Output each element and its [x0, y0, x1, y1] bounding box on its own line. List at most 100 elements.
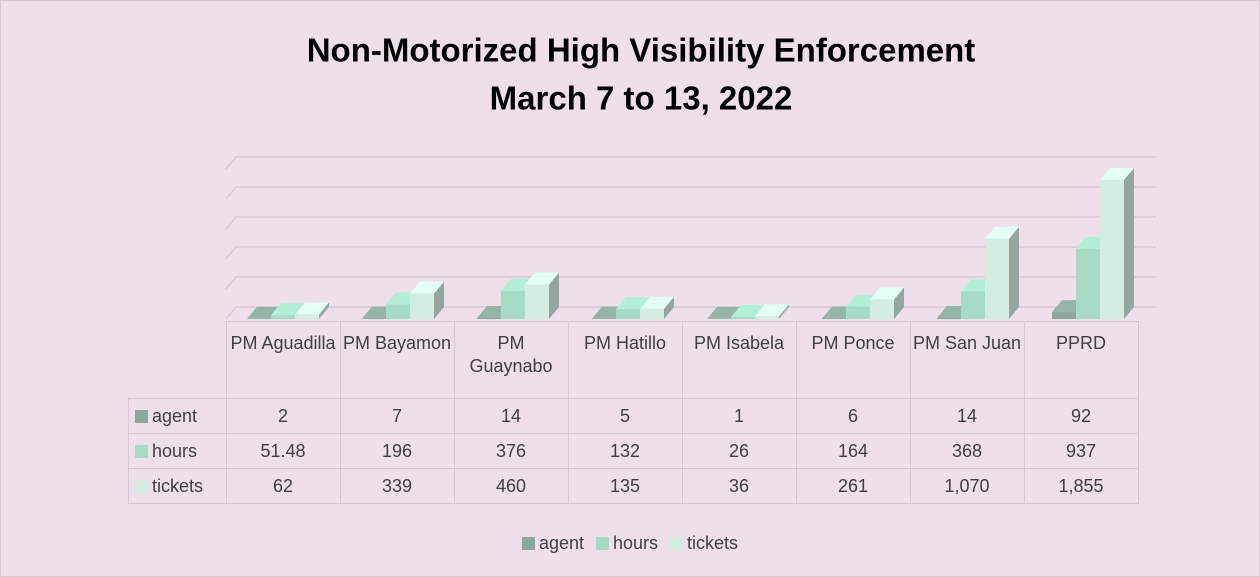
table-cell: 2: [225, 398, 341, 434]
bar: [501, 290, 525, 319]
table-cell: 51.48: [225, 433, 341, 469]
table-cell: 6: [795, 398, 911, 434]
legend-item: agent: [521, 533, 584, 553]
table-cell: 14: [909, 398, 1025, 434]
bar: [640, 308, 664, 319]
bar-side: [434, 281, 444, 319]
bar-top: [755, 304, 789, 317]
bar-top: [985, 226, 1019, 239]
category-label: PM Hatillo: [567, 321, 683, 399]
bar-side: [894, 287, 904, 319]
bar-side: [779, 304, 789, 319]
bar: [1076, 248, 1100, 319]
bar-top: [731, 305, 765, 318]
legend-label: agent: [538, 533, 584, 553]
table-cell: 196: [339, 433, 455, 469]
legend-swatch: [135, 409, 148, 423]
legend-swatch: [596, 537, 609, 550]
table-cell: 339: [339, 468, 455, 504]
legend-swatch: [670, 537, 684, 550]
table-cell: 5: [567, 398, 683, 434]
grid-line: [225, 156, 1156, 170]
bar-top: [295, 302, 329, 315]
bar: [525, 284, 549, 319]
bar-side: [319, 302, 329, 319]
bar-side: [1009, 226, 1019, 319]
legend-swatch: [135, 479, 148, 493]
row-key: tickets: [128, 468, 227, 504]
table-cell: 132: [567, 433, 683, 469]
bar: [410, 293, 434, 319]
category-label: PPRD: [1023, 321, 1139, 399]
row-label: hours: [152, 440, 198, 461]
bar: [1052, 312, 1076, 319]
bar: [870, 299, 894, 319]
table-cell: 26: [681, 433, 797, 469]
category-label: PM San Juan: [909, 321, 1025, 399]
grid-line: [225, 186, 1156, 200]
table-cell: 164: [795, 433, 911, 469]
table-cell: 62: [225, 468, 341, 504]
bar-side: [1124, 167, 1134, 319]
bar: [616, 309, 640, 319]
bar: [731, 317, 755, 319]
legend-label: hours: [613, 533, 659, 553]
table-corner: [129, 322, 227, 399]
row-key: agent: [128, 398, 227, 434]
bar-top: [640, 296, 674, 309]
chart-title: Non-Motorized High Visibility Enforcemen…: [307, 32, 976, 69]
legend: agent hours tickets: [1, 533, 1259, 554]
table-row: tickets 62 339 460 135 36 261 1,070 1,855: [128, 468, 1139, 504]
bar: [362, 318, 386, 319]
bar: [961, 291, 985, 319]
category-label: PM Ponce: [795, 321, 911, 399]
table-cell: 36: [681, 468, 797, 504]
table-cell: 7: [339, 398, 455, 434]
bar-top: [1100, 167, 1134, 180]
table-cell: 92: [1023, 398, 1139, 434]
table-cell: 937: [1023, 433, 1139, 469]
category-label: PM Guaynabo: [453, 321, 569, 399]
bar: [271, 315, 295, 319]
table-row: hours 51.48 196 376 132 26 164 368 937: [128, 433, 1139, 469]
bar: [985, 238, 1009, 319]
bar: [295, 314, 319, 319]
bar-top: [410, 281, 444, 294]
bar-side: [549, 272, 559, 319]
legend-item: tickets: [670, 533, 738, 553]
legend-item: hours: [596, 533, 658, 553]
legend-swatch: [521, 537, 535, 550]
bar: [386, 304, 410, 319]
category-label: PM Isabela: [681, 321, 797, 399]
category-label: PM Bayamon: [339, 321, 455, 399]
row-key: hours: [128, 433, 227, 469]
row-label: agent: [152, 405, 198, 426]
table-cell: 368: [909, 433, 1025, 469]
table-cell: 261: [795, 468, 911, 504]
bar-side: [664, 296, 674, 319]
table-row: agent 2 7 14 5 1 6 14 92: [128, 398, 1139, 434]
chart-subtitle: March 7 to 13, 2022: [490, 80, 793, 117]
bar-top: [525, 272, 559, 285]
bar: [846, 306, 870, 319]
legend-label: tickets: [687, 533, 739, 553]
table-cell: 460: [453, 468, 569, 504]
legend-swatch: [135, 444, 148, 458]
bar-top: [870, 287, 904, 300]
table-header: PM Aguadilla PM Bayamon PM Guaynabo PM Hati…: [129, 321, 1139, 399]
bar: [937, 317, 961, 319]
table-cell: 14: [453, 398, 569, 434]
table-cell: 1: [681, 398, 797, 434]
bar-top: [616, 297, 650, 310]
grid-line: [225, 246, 1156, 260]
bar: [755, 316, 779, 319]
bar-top: [271, 303, 305, 316]
table-cell: 376: [453, 433, 569, 469]
table-cell: 135: [567, 468, 683, 504]
data-table: PM Aguadilla PM Bayamon PM Guaynabo PM Hati…: [128, 321, 1139, 504]
bar: [477, 317, 501, 319]
bar: [1100, 179, 1124, 319]
grid-line: [225, 276, 1156, 290]
